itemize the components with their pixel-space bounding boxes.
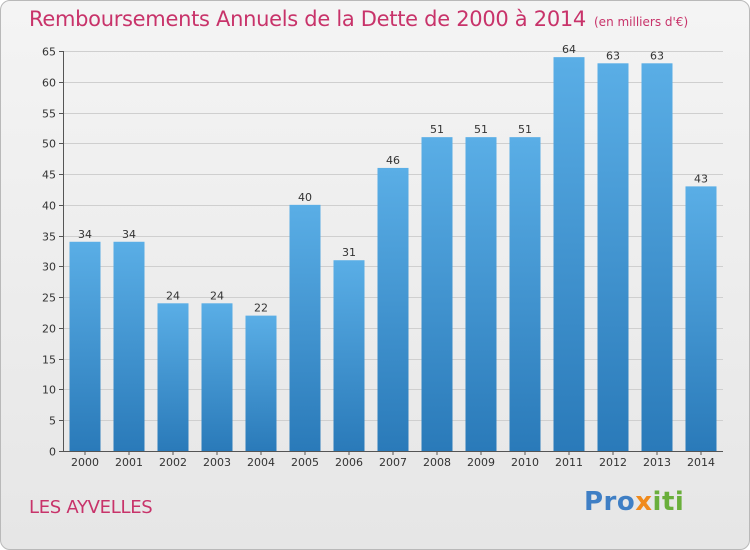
y-tick-label: 25	[42, 292, 56, 305]
x-tick-label-2008: 2008	[423, 456, 451, 469]
value-label-2009: 51	[474, 123, 488, 136]
chart-unit: (en milliers d'€)	[594, 15, 689, 29]
y-tick-label: 5	[49, 415, 56, 428]
x-tick-label-2001: 2001	[115, 456, 143, 469]
y-tick-label: 55	[42, 108, 56, 121]
logo-part-3: iti	[652, 487, 685, 517]
value-label-2014: 43	[694, 172, 708, 185]
x-tick-label-2002: 2002	[159, 456, 187, 469]
x-tick-label-2000: 2000	[71, 456, 99, 469]
bar-2011	[553, 57, 585, 452]
x-tick-label-2005: 2005	[291, 456, 319, 469]
y-tick-label: 40	[42, 200, 56, 213]
x-tick-label-2007: 2007	[379, 456, 407, 469]
proxiti-logo: Proxiti	[584, 487, 684, 517]
value-label-2013: 63	[650, 49, 664, 62]
y-tick-label: 15	[42, 354, 56, 367]
bar-2012	[597, 63, 629, 452]
commune-name: LES AYVELLES	[29, 497, 153, 518]
y-tick-label: 10	[42, 384, 56, 397]
y-tick-label: 65	[42, 46, 56, 59]
x-tick-label-2012: 2012	[599, 456, 627, 469]
bar-2000	[69, 241, 101, 451]
value-label-2012: 63	[606, 49, 620, 62]
bar-2005	[289, 204, 321, 451]
bars	[69, 57, 717, 452]
bar-2006	[333, 260, 365, 451]
bar-2002	[157, 303, 189, 451]
value-label-2008: 51	[430, 123, 444, 136]
logo-part-1: Pro	[584, 487, 636, 517]
y-tick-label: 60	[42, 77, 56, 90]
bar-2010	[509, 137, 541, 451]
axes: 0 5 10 15 20 25 30 35 40 45 50 55 60 65	[42, 46, 723, 459]
value-label-2011: 64	[562, 43, 576, 56]
value-label-2000: 34	[78, 228, 92, 241]
x-tick-label-2009: 2009	[467, 456, 495, 469]
x-tick-label-2013: 2013	[643, 456, 671, 469]
y-tick-label: 50	[42, 138, 56, 151]
value-label-2007: 46	[386, 154, 400, 167]
bar-2008	[421, 137, 453, 451]
y-tick-label: 0	[49, 446, 56, 459]
x-tick-label-2006: 2006	[335, 456, 363, 469]
bar-2001	[113, 241, 145, 451]
x-tick-label-2004: 2004	[247, 456, 275, 469]
y-tick-label: 45	[42, 169, 56, 182]
y-tick-label: 30	[42, 261, 56, 274]
bar-2004	[245, 315, 277, 451]
y-tick-label: 35	[42, 231, 56, 244]
bar-2003	[201, 303, 233, 451]
x-tick-label-2014: 2014	[687, 456, 715, 469]
bar-2009	[465, 137, 497, 451]
logo-part-2: x	[635, 487, 653, 517]
bar-2007	[377, 167, 409, 451]
y-tick-label: 20	[42, 323, 56, 336]
chart-title: Remboursements Annuels de la Dette de 20…	[29, 7, 688, 31]
bar-2013	[641, 63, 673, 452]
x-tick-label-2011: 2011	[555, 456, 583, 469]
value-label-2010: 51	[518, 123, 532, 136]
value-label-2005: 40	[298, 191, 312, 204]
x-tick-label-2003: 2003	[203, 456, 231, 469]
value-label-2002: 24	[166, 289, 180, 302]
value-label-2006: 31	[342, 246, 356, 259]
value-label-2001: 34	[122, 228, 136, 241]
chart-title-text: Remboursements Annuels de la Dette de 20…	[29, 7, 586, 31]
value-label-2003: 24	[210, 289, 224, 302]
x-tick-label-2010: 2010	[511, 456, 539, 469]
labels: 34 2000 34 2001 24 2002 24 2003 22 2004 40 2005 31 20…	[71, 43, 715, 469]
bar-2014	[685, 186, 717, 451]
value-label-2004: 22	[254, 302, 268, 315]
